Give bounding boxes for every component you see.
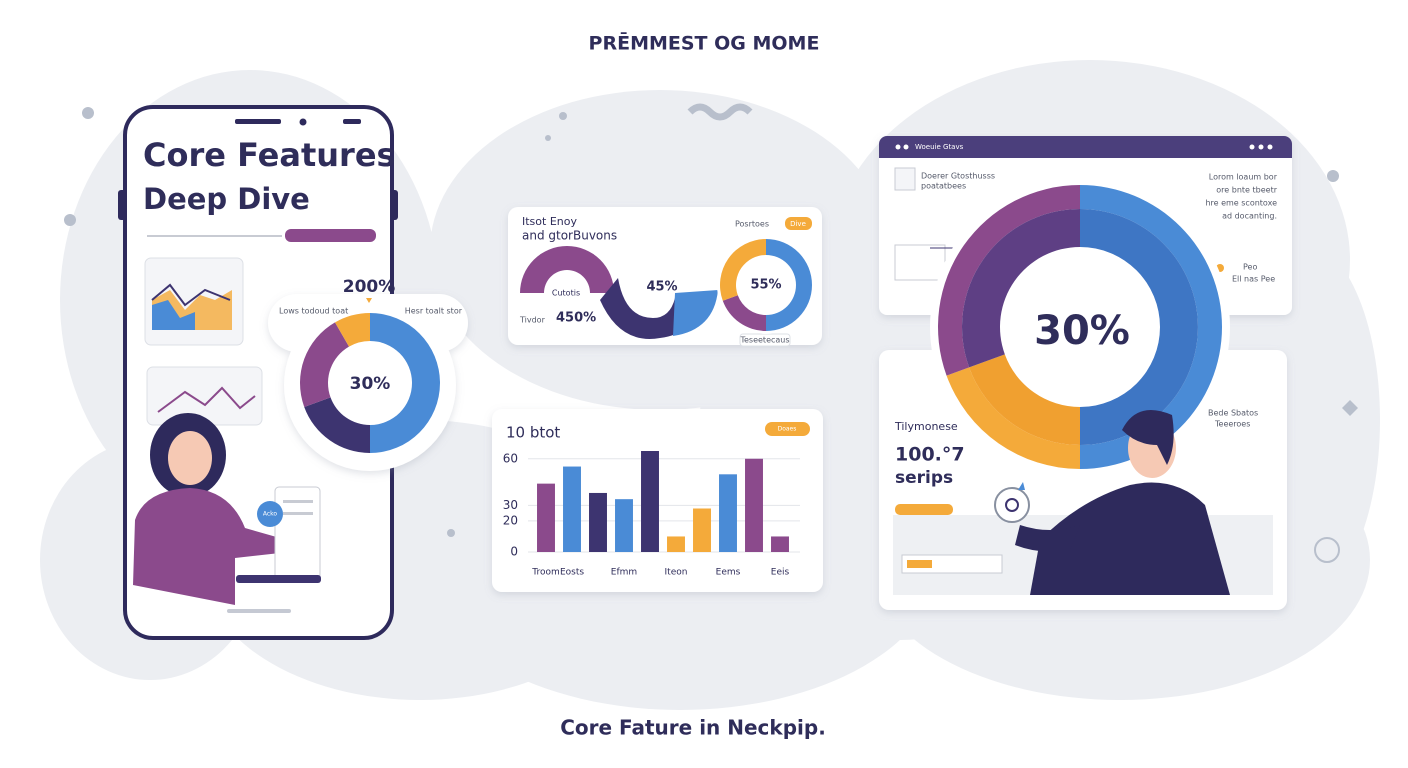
donut-segment bbox=[969, 354, 1080, 445]
card-label: Tilymonese bbox=[894, 420, 958, 433]
bar bbox=[745, 458, 763, 552]
value: 45% bbox=[646, 280, 677, 295]
phone-heading: Core Features bbox=[143, 136, 396, 174]
donut-segment bbox=[335, 313, 370, 347]
bar bbox=[719, 474, 737, 552]
panel-title: Itsot Enoy bbox=[522, 215, 577, 228]
chart-label: 200% bbox=[343, 277, 396, 297]
text-line: hre eme scontoxe bbox=[1205, 199, 1277, 208]
donut-segment bbox=[304, 397, 370, 453]
y-tick-label: 0 bbox=[510, 545, 518, 559]
bar bbox=[537, 483, 555, 552]
x-tick-label: Eems bbox=[716, 568, 741, 578]
x-tick-label: Eosts bbox=[560, 568, 584, 578]
side-label: Peo bbox=[1243, 263, 1257, 272]
bar bbox=[641, 451, 659, 552]
donut-segment bbox=[720, 239, 766, 301]
bar bbox=[589, 492, 607, 552]
badge: Dive bbox=[790, 220, 806, 228]
donut-segment bbox=[766, 239, 812, 331]
bar bbox=[667, 536, 685, 552]
donut bbox=[717, 236, 815, 334]
side-label: Bede Sbatos bbox=[1208, 409, 1258, 418]
text-line: Lorom loaum bor bbox=[1209, 173, 1278, 182]
text-line: ore bnte tbeetr bbox=[1216, 186, 1277, 195]
text-line: ad docanting. bbox=[1222, 212, 1277, 221]
y-tick-label: 20 bbox=[503, 513, 518, 527]
x-tick-label: Iteon bbox=[665, 568, 688, 578]
donut-segment bbox=[300, 322, 349, 407]
badge: Doaes bbox=[778, 426, 797, 433]
phone: Core Features Deep Dive Acko bbox=[118, 105, 398, 640]
y-tick-label: 60 bbox=[503, 451, 518, 465]
note: Lows todoud toat bbox=[279, 307, 348, 316]
footer: Teseetecaus bbox=[739, 336, 789, 345]
x-tick-label: Eeis bbox=[771, 568, 790, 578]
note: Doerer Gtosthusss bbox=[921, 172, 995, 181]
panel-title: and gtorBuvons bbox=[522, 229, 617, 243]
donut bbox=[300, 313, 440, 453]
tag: Posrtoes bbox=[735, 220, 769, 229]
side-label: Teeeroes bbox=[1214, 420, 1250, 429]
donut-segment bbox=[370, 313, 440, 453]
window-header: Woeuie Gtavs bbox=[915, 143, 964, 151]
side-label: Tivdor bbox=[519, 316, 546, 325]
donut-segment bbox=[1080, 185, 1222, 469]
donut-segment bbox=[938, 185, 1080, 376]
bar bbox=[615, 499, 633, 552]
arc-label: Cutotis bbox=[552, 289, 580, 298]
donut-center: 55% bbox=[750, 278, 781, 293]
bar bbox=[563, 466, 581, 552]
card-unit: serips bbox=[895, 468, 953, 488]
bar bbox=[771, 536, 789, 552]
chart-title: 10 btot bbox=[506, 424, 560, 442]
x-tick-label: Troom bbox=[531, 568, 559, 578]
donut-segment bbox=[946, 367, 1080, 469]
side-label: Ell nas Pee bbox=[1232, 275, 1275, 284]
decor bbox=[64, 103, 1358, 563]
donut-center: 30% bbox=[1034, 308, 1130, 354]
donut-segment bbox=[722, 295, 766, 331]
page-title: PRĒMMEST OG MOME bbox=[589, 32, 820, 55]
card-value: 100.°7 bbox=[895, 444, 965, 466]
donut bbox=[930, 177, 1230, 477]
donut-center: 30% bbox=[350, 374, 391, 394]
donut-segment bbox=[961, 209, 1080, 368]
bar bbox=[693, 508, 711, 552]
caption: Core Fature in Neckpip. bbox=[560, 716, 826, 740]
person bbox=[994, 410, 1230, 595]
phone-heading: Deep Dive bbox=[143, 182, 310, 216]
value: 450% bbox=[556, 311, 596, 326]
donut-segment bbox=[1080, 209, 1198, 445]
badge: Acko bbox=[263, 511, 278, 518]
note: Hesr toalt stor bbox=[405, 307, 463, 316]
y-tick-label: 30 bbox=[503, 498, 518, 512]
x-tick-label: Efmm bbox=[611, 568, 637, 578]
note: poatatbees bbox=[921, 182, 966, 191]
